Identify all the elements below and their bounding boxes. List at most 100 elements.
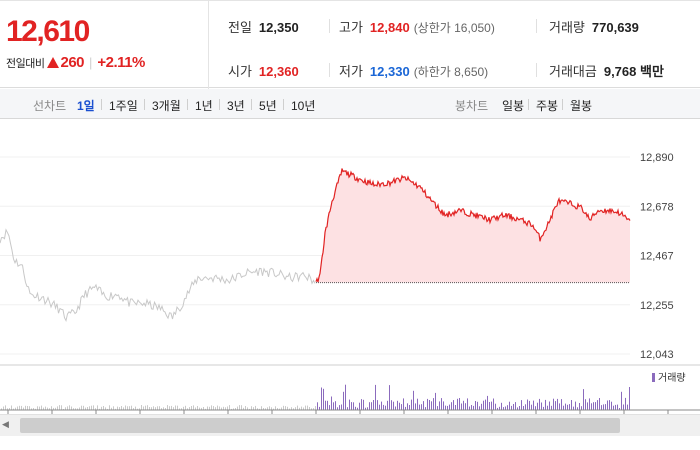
volume-bar [93, 405, 94, 410]
toolbar-divider [187, 99, 188, 110]
volume-legend: 거래량 [658, 372, 686, 384]
volume-bar [429, 400, 430, 410]
volume-bar [595, 402, 596, 410]
volume-bar [111, 407, 112, 410]
volume-bar [217, 405, 218, 410]
volume-bar [65, 407, 66, 410]
volume-bar [15, 407, 16, 410]
stat-divider [329, 19, 330, 33]
price-summary: 12,610 전일대비 260 | +2.11% [0, 1, 209, 89]
volume-bar [7, 408, 8, 410]
volume-bar [609, 400, 610, 410]
volume-bar [565, 403, 566, 410]
price-chart: 12,890 12,678 12,467 12,255 12,043 거래량 [0, 152, 700, 414]
volume-bar [387, 400, 388, 410]
volume-bar [345, 384, 346, 410]
volume-bar [329, 405, 330, 410]
volume-bar [269, 406, 270, 410]
volume-bar [541, 402, 542, 410]
volume-bar [395, 406, 396, 410]
volume-bar [591, 403, 592, 410]
candle-monthly[interactable]: 월봉 [570, 99, 593, 113]
volume-bar [75, 408, 76, 410]
volume-bar [319, 406, 320, 410]
volume-bar [151, 407, 152, 410]
volume-bar [45, 406, 46, 410]
volume-bar [59, 405, 60, 410]
period-1day[interactable]: 1일 [77, 99, 95, 113]
y-tick-label: 12,890 [640, 152, 674, 164]
volume-bar [309, 407, 310, 410]
y-axis: 12,890 12,678 12,467 12,255 12,043 [640, 152, 674, 361]
volume-bar [611, 401, 612, 410]
volume-bar [305, 405, 306, 410]
candle-weekly[interactable]: 주봉 [536, 99, 559, 113]
period-1year[interactable]: 1년 [195, 99, 213, 113]
volume-bar [11, 405, 12, 410]
volume-bar [113, 406, 114, 410]
volume-bar [287, 406, 288, 410]
volume-bar [267, 407, 268, 410]
volume-bar [557, 398, 558, 410]
period-10year[interactable]: 10년 [291, 99, 316, 113]
volume-bar [123, 407, 124, 410]
volume-bar [71, 406, 72, 410]
volume-bar [475, 401, 476, 410]
current-price: 12,610 [6, 15, 90, 48]
volume-bar [311, 408, 312, 410]
volume-bar [47, 407, 48, 410]
period-3month[interactable]: 3개월 [152, 99, 181, 113]
volume-bar [585, 399, 586, 410]
volume-bar [235, 408, 236, 410]
volume-bar [401, 404, 402, 410]
volume-bar [133, 408, 134, 410]
volume-bar [555, 401, 556, 410]
volume-bar [35, 408, 36, 410]
volume-bar [625, 397, 626, 410]
candle-daily[interactable]: 일봉 [502, 99, 525, 113]
volume-bar [13, 408, 14, 410]
volume-bar [101, 406, 102, 410]
volume-bar [187, 408, 188, 410]
volume-bar [397, 400, 398, 410]
volume-bar [435, 392, 436, 410]
volume-bar [273, 408, 274, 410]
volume-bar [161, 408, 162, 410]
volume-bar [573, 406, 574, 410]
period-3year[interactable]: 3년 [227, 99, 245, 113]
volume-bar [539, 398, 540, 410]
scrollbar-thumb[interactable] [20, 418, 620, 433]
volume-bar [361, 399, 362, 410]
volume-bar [457, 398, 458, 410]
volume-bar [147, 405, 148, 410]
volume-bar [461, 403, 462, 410]
volume-bar [51, 406, 52, 410]
volume-bar [89, 406, 90, 410]
volume-bar [479, 406, 480, 410]
volume-bar [135, 406, 136, 410]
stat-prev-close: 전일 12,350 [228, 20, 299, 35]
volume-bar [467, 398, 468, 410]
stat-low: 저가 12,330 (하한가 8,650) [339, 64, 489, 79]
volume-bar [257, 408, 258, 410]
volume-bar [277, 408, 278, 410]
volume-bar [275, 406, 276, 410]
volume-bar [119, 407, 120, 410]
volume-bar [43, 407, 44, 410]
volume-bar [509, 401, 510, 410]
prev-day-price-line [0, 228, 316, 323]
volume-bar [525, 404, 526, 410]
stat-high: 고가 12,840 (상한가 16,050) [339, 20, 495, 35]
period-1week[interactable]: 1주일 [109, 99, 138, 113]
volume-bar [249, 408, 250, 410]
scroll-left-icon[interactable]: ◀ [2, 419, 9, 429]
period-5year[interactable]: 5년 [259, 99, 277, 113]
chart-scrollbar[interactable]: ◀ [0, 414, 700, 436]
volume-bar [381, 401, 382, 410]
volume-bar [61, 405, 62, 410]
volume-bar [579, 403, 580, 410]
price-change: 전일대비 260 | +2.11% [6, 54, 145, 71]
volume-bar [621, 391, 622, 410]
volume-bar [317, 402, 318, 410]
volume-bars [1, 384, 630, 410]
